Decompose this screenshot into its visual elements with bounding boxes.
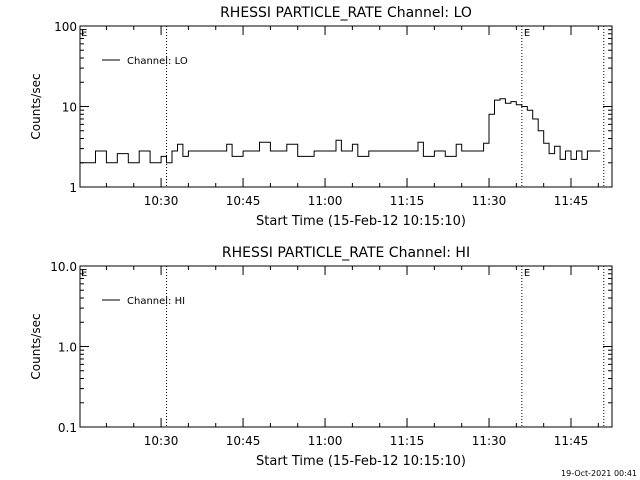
event-marker-label: E: [524, 268, 530, 279]
x-tick-label: 10:30: [144, 434, 179, 448]
x-tick-label: 11:15: [390, 434, 425, 448]
x-tick-label: 10:45: [226, 194, 261, 208]
legend-label: Channel: HI: [127, 296, 185, 307]
event-marker-label: E: [524, 28, 530, 39]
y-tick-label: 100: [54, 20, 77, 34]
y-tick-label: 1: [69, 181, 77, 195]
x-tick-label: 11:30: [472, 434, 507, 448]
x-axis-label: Start Time (15-Feb-12 10:15:10): [256, 454, 466, 469]
x-tick-label: 11:45: [554, 434, 589, 448]
x-tick-label: 11:45: [554, 194, 589, 208]
series-line: [80, 98, 601, 164]
x-tick-label: 10:45: [226, 434, 261, 448]
chart-panel-hi: RHESSI PARTICLE_RATE Channel: HI 0.1 1.0 10…: [29, 245, 613, 469]
y-axis-label: Counts/sec: [29, 313, 43, 379]
x-tick-label: 11:00: [308, 194, 343, 208]
y-tick-label: 10: [62, 101, 77, 115]
event-marker-label: E: [81, 268, 87, 279]
chart-title: RHESSI PARTICLE_RATE Channel: HI: [222, 245, 470, 261]
x-tick-label: 11:30: [472, 194, 507, 208]
event-marker-label: E: [81, 28, 87, 39]
chart-panel-lo: RHESSI PARTICLE_RATE Channel: LO 1 10 100 Co…: [29, 5, 613, 229]
y-axis-label: Counts/sec: [29, 73, 43, 139]
legend-label: Channel: LO: [127, 56, 188, 67]
y-tick-label: 10.0: [50, 260, 77, 274]
x-tick-label: 11:00: [308, 434, 343, 448]
x-tick-label: 11:15: [390, 194, 425, 208]
x-axis-label: Start Time (15-Feb-12 10:15:10): [256, 214, 466, 229]
y-tick-label: 1.0: [58, 341, 77, 355]
chart-title: RHESSI PARTICLE_RATE Channel: LO: [220, 5, 472, 21]
plot-frame: [79, 265, 613, 428]
x-tick-label: 10:30: [144, 194, 179, 208]
footer-timestamp: 19-Oct-2021 00:41: [561, 469, 637, 478]
y-tick-label: 0.1: [58, 421, 77, 435]
